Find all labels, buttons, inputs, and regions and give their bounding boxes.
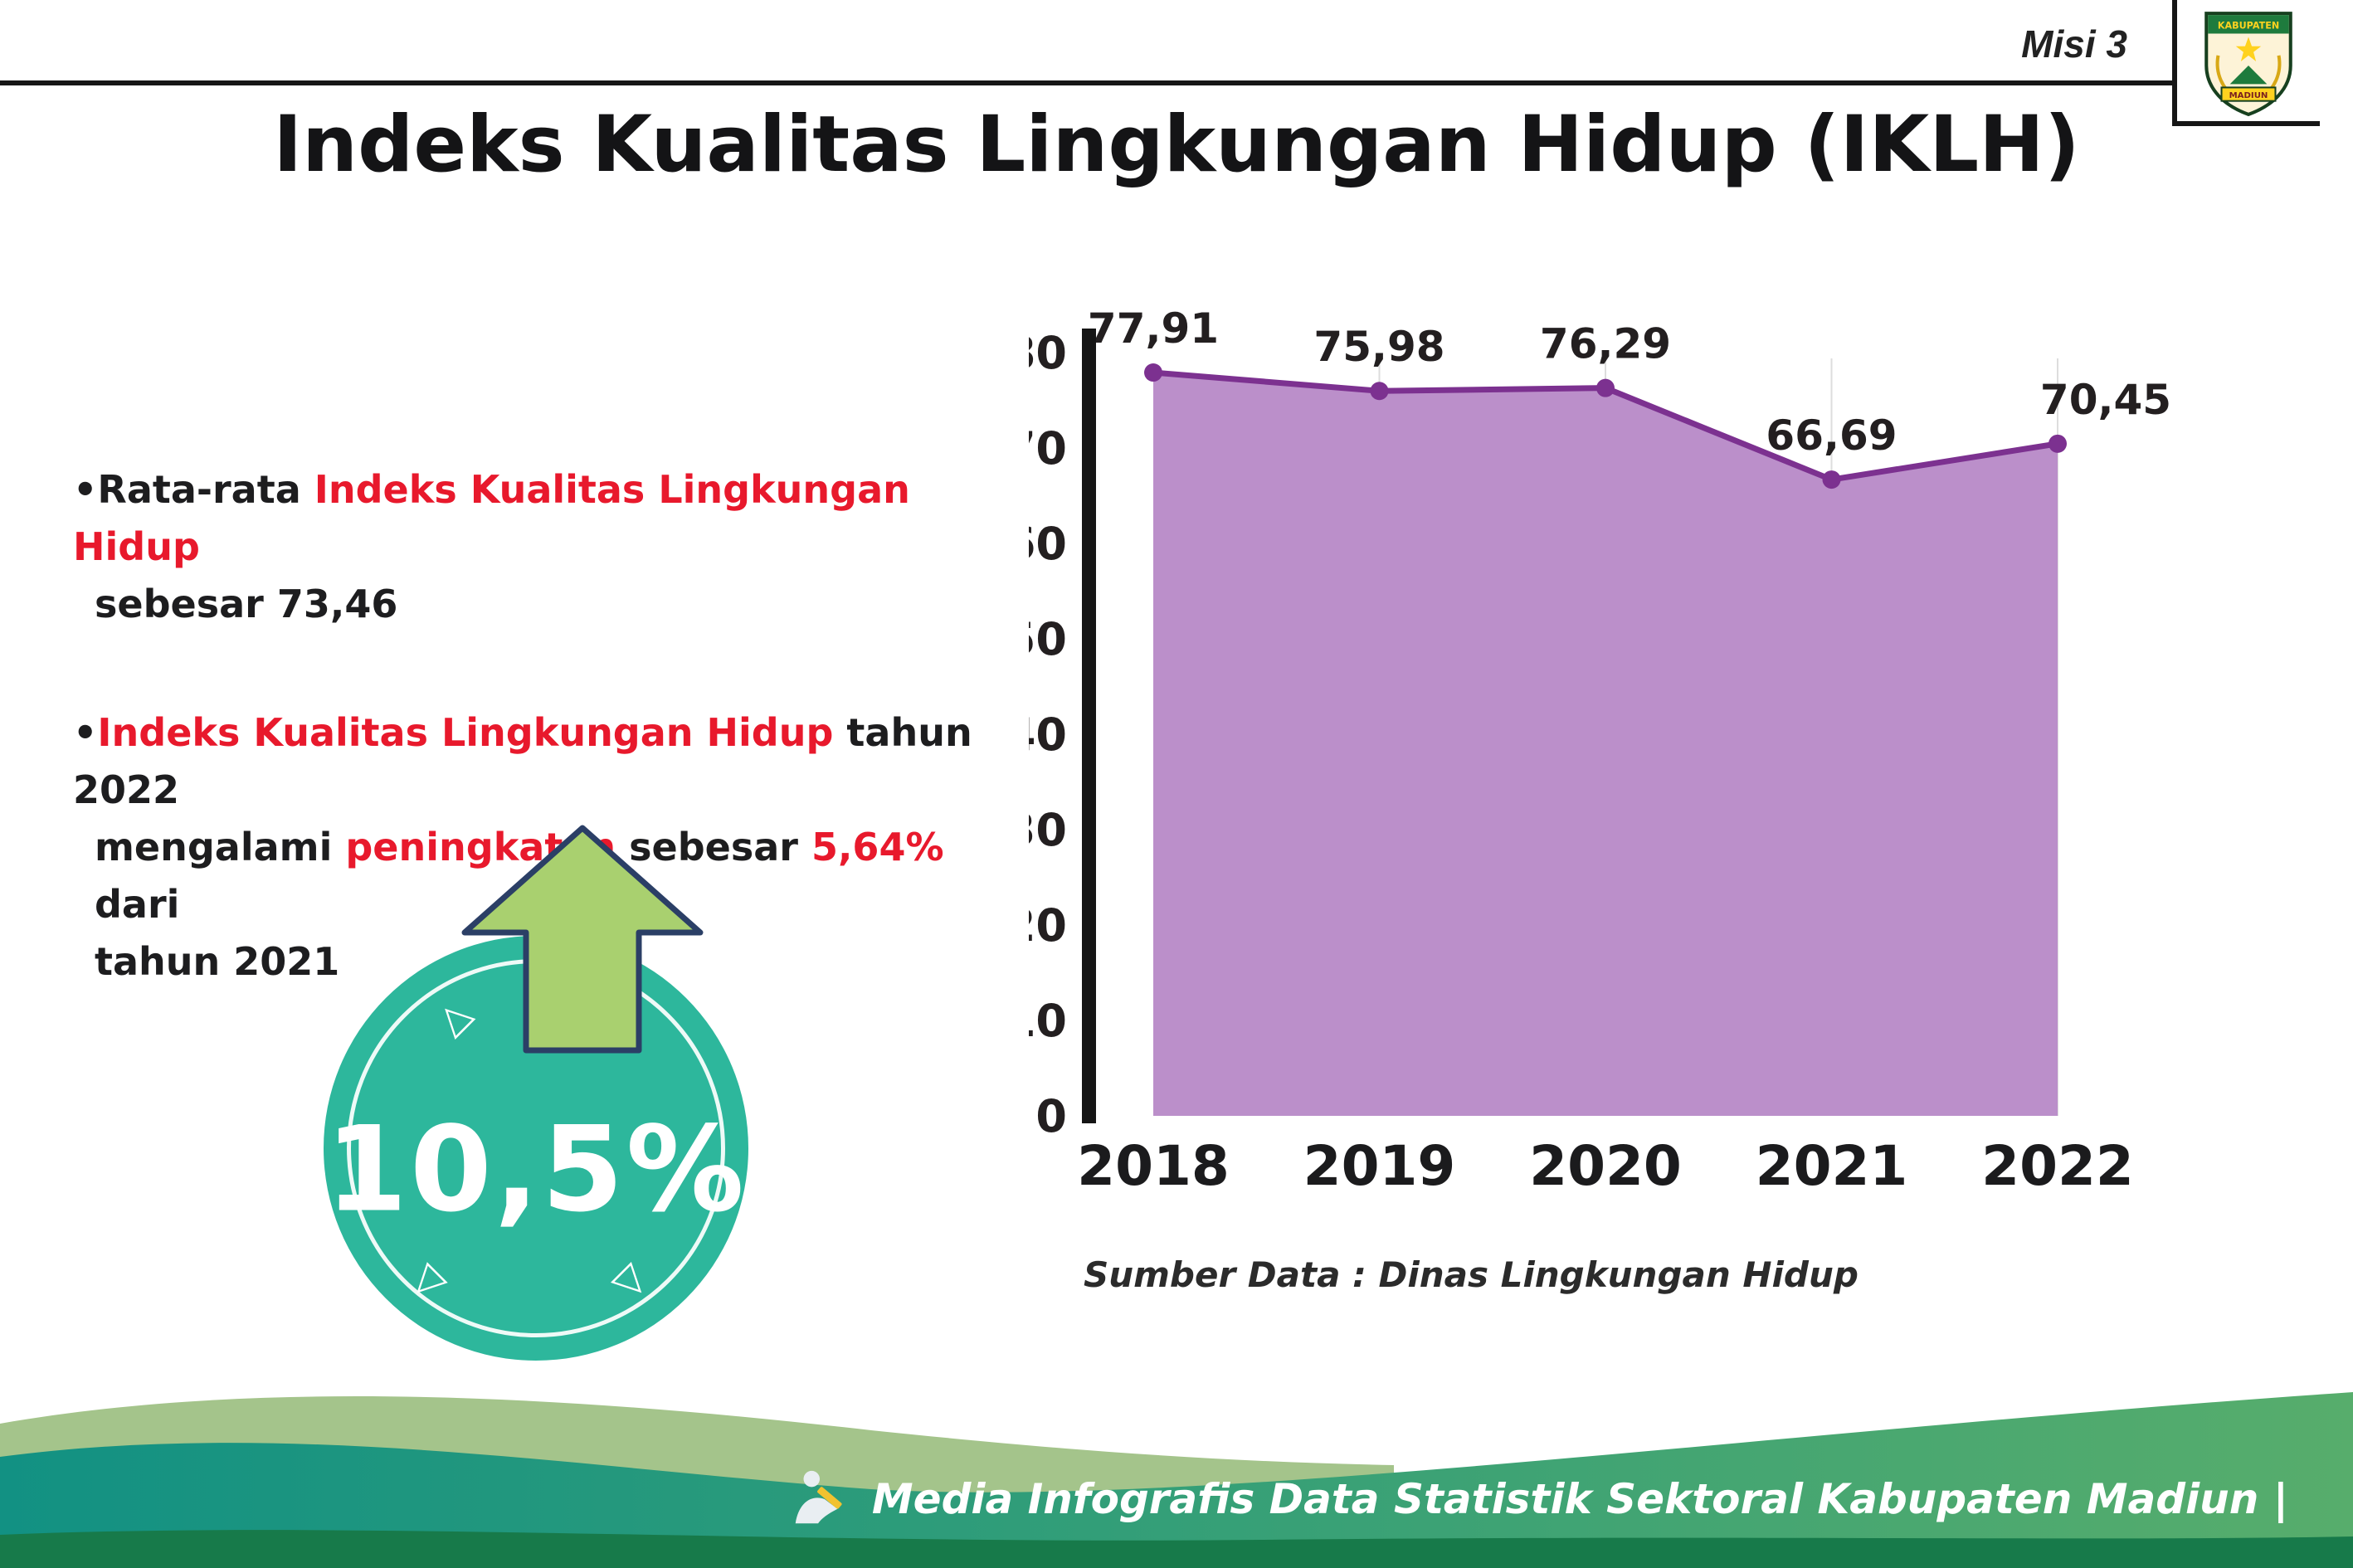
bullet1-line1: •Rata-rata Indeks Kualitas Lingkungan Hi… [73, 461, 1027, 576]
bullet-marker: • [73, 467, 98, 512]
bullet2-text-plain-2: mengalami [95, 825, 346, 869]
footer-wave-decoration [0, 1392, 2353, 1568]
chart-x-tick-label: 2020 [1529, 1134, 1682, 1198]
bullet-marker: • [73, 710, 98, 755]
logo-star-icon [2235, 37, 2262, 61]
misi-label: Misi 3 [2021, 22, 2127, 66]
chart-point [1144, 363, 1162, 382]
chart-y-tick-label: 40 [1029, 709, 1067, 761]
kabupaten-madiun-shield-logo: KABUPATEN MADIUN [2204, 12, 2292, 117]
footer-credit: Media Infografis Data Statistik Sektoral… [787, 1467, 2288, 1531]
increase-percentage: 10,5% [325, 1101, 747, 1239]
page-title: Indeks Kualitas Lingkungan Hidup (IKLH) [273, 100, 2080, 190]
data-source-note: Sumber Data : Dinas Lingkungan Hidup [1084, 1254, 1859, 1295]
chart-y-tick-label: 70 [1029, 422, 1067, 475]
chart-y-axis [1082, 329, 1096, 1123]
chart-point [1822, 470, 1841, 489]
bullet2-line3: tahun 2021 [95, 939, 340, 984]
bullet1-line2: sebesar 73,46 [95, 582, 398, 626]
chart-y-tick-label: 10 [1029, 995, 1067, 1047]
footer-wave-dark [0, 1530, 2353, 1568]
chart-y-tick-label: 80 [1029, 327, 1067, 379]
bullet2-line1: •Indeks Kualitas Lingkungan Hidup tahun … [73, 704, 1027, 819]
summary-bullets: •Rata-rata Indeks Kualitas Lingkungan Hi… [73, 461, 1027, 1062]
chart-x-tick-label: 2022 [1981, 1134, 2134, 1198]
header-divider [0, 80, 2175, 85]
chart-point [1370, 382, 1389, 401]
chart-value-label: 66,69 [1766, 411, 1897, 460]
chart-area [1153, 373, 2058, 1116]
chart-x-tick-label: 2018 [1077, 1134, 1230, 1198]
bullet2-line2: mengalami peningkatan sebesar 5,64% dari [73, 819, 1027, 933]
iklh-area-chart: 77,91 75,98 76,29 66,69 70,45 0 10 20 30 40 50 60 70… [1029, 307, 2190, 1220]
up-arrow-icon [461, 825, 704, 1054]
bullet2-text-plain-1: tahun 2022 [73, 710, 972, 812]
bullet2-text-plain-4: dari [95, 882, 180, 927]
chart-value-label: 75,98 [1313, 323, 1444, 371]
chart-value-label: 77,91 [1088, 307, 1219, 353]
chart-y-tick-label: 60 [1029, 518, 1067, 570]
bullet2-text-red-3: 5,64% [811, 825, 944, 869]
bullet2-text-plain-3: sebesar [616, 825, 811, 869]
chart-y-tick-label: 50 [1029, 613, 1067, 665]
shield-top-band [2208, 15, 2289, 34]
increase-badge: ▷ ▷ ▷ ▷ 10,5% [324, 936, 748, 1361]
chart-x-tick-label: 2021 [1756, 1134, 1908, 1198]
bullet2-text-red-1: Indeks Kualitas Lingkungan Hidup [97, 710, 834, 755]
footer-credit-text: Media Infografis Data Statistik Sektoral… [871, 1475, 2288, 1523]
bullet1-text-plain: Rata-rata [97, 467, 314, 512]
logo-text-madiun: MADIUN [2229, 91, 2268, 100]
bullet-average-iklh: •Rata-rata Indeks Kualitas Lingkungan Hi… [73, 461, 1027, 633]
bullet1-text-red: Indeks Kualitas Lingkungan Hidup [73, 467, 910, 569]
logo-mountain-icon [2229, 66, 2268, 85]
chart-y-tick-label: 30 [1029, 804, 1067, 856]
footer-wave-main [0, 1392, 2353, 1568]
chart-x-tick-label: 2019 [1303, 1134, 1456, 1198]
bullet-increase-iklh: •Indeks Kualitas Lingkungan Hidup tahun … [73, 704, 1027, 991]
chart-point [2049, 434, 2067, 453]
chart-y-tick-label: 0 [1035, 1090, 1067, 1142]
logo-text-kabupaten: KABUPATEN [2218, 20, 2279, 31]
logo-frame: KABUPATEN MADIUN [2172, 0, 2320, 126]
chart-value-label: 76,29 [1540, 320, 1671, 368]
logo-ribbon [2220, 86, 2277, 102]
chart-point [1596, 378, 1615, 397]
chart-value-label: 70,45 [2040, 376, 2171, 424]
writer-icon [795, 1470, 842, 1524]
iklh-chart-svg: 77,91 75,98 76,29 66,69 70,45 0 10 20 30 40 50 60 70… [1029, 307, 2171, 1198]
chart-y-tick-label: 20 [1029, 899, 1067, 952]
